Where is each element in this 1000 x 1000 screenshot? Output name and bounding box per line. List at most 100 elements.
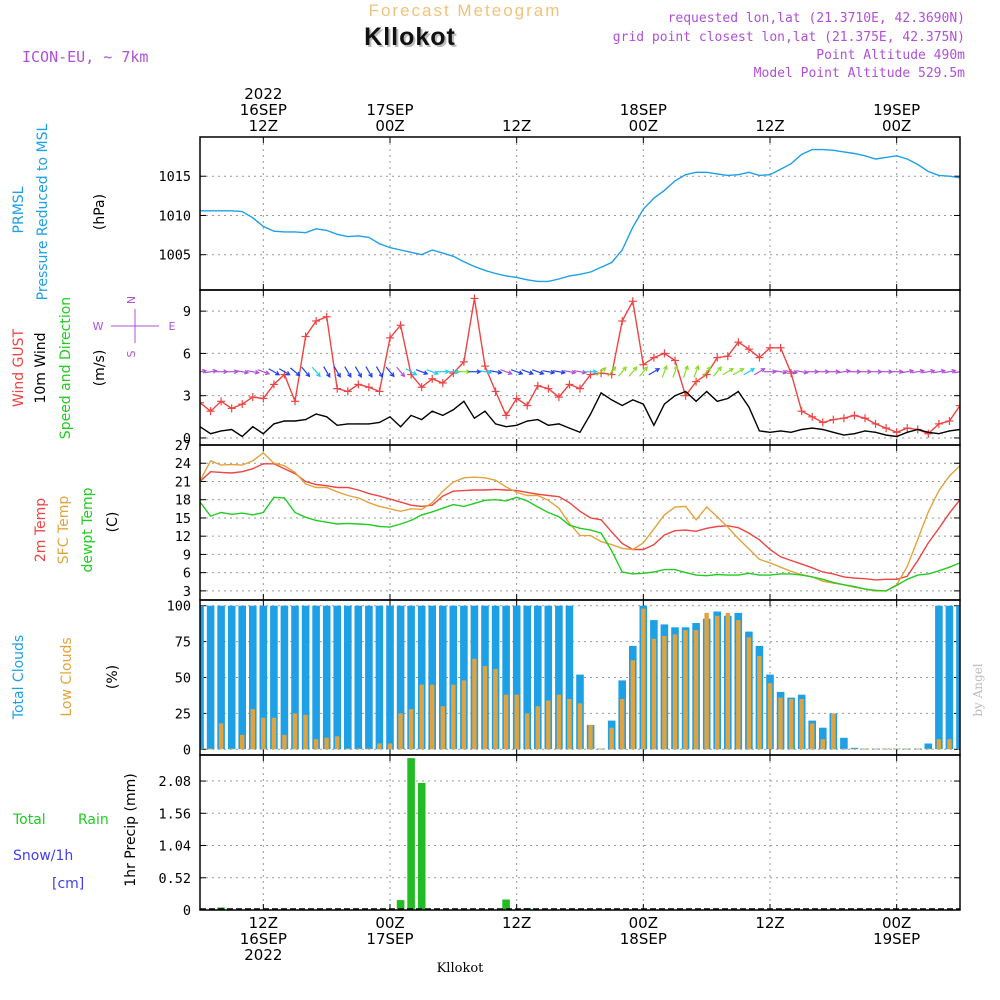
wind-dir-arrow	[246, 369, 260, 375]
bar-low-clouds	[926, 748, 931, 750]
wind-dir-head	[673, 364, 679, 371]
wind-dir-arrow	[268, 368, 281, 376]
data-point	[389, 416, 391, 418]
data-point	[779, 430, 782, 432]
wind-dir-head	[793, 369, 799, 375]
wind-dir-head	[244, 369, 250, 375]
gust-point	[808, 412, 817, 421]
panel-precip: 0 0.52 1.04 1.56 2.08	[158, 754, 961, 919]
bar-total-clouds	[291, 605, 299, 750]
data-point	[589, 529, 592, 531]
data-point	[357, 489, 359, 491]
data-point	[568, 522, 571, 525]
watermark: by Angel	[971, 663, 985, 716]
gust-point	[934, 419, 943, 428]
ytick-label: 0	[183, 431, 191, 447]
data-point	[779, 566, 782, 568]
ytick-label: 1005	[158, 248, 191, 264]
wind-dir-head	[347, 372, 352, 378]
data-point	[684, 174, 687, 176]
data-point	[421, 508, 423, 511]
data-point	[336, 486, 338, 489]
wind-dir-arrow	[596, 367, 607, 377]
data-point	[399, 523, 402, 525]
data-point	[484, 499, 486, 501]
gust-point	[903, 424, 912, 433]
bar-total-clouds	[227, 605, 236, 750]
data-point	[917, 574, 919, 576]
bar-low-clouds	[915, 748, 920, 750]
wind-dir-head	[315, 372, 321, 378]
wind-dir-arrow	[457, 369, 472, 375]
data-point	[611, 544, 613, 546]
gust-point	[723, 352, 732, 361]
top-time-label: 00Z	[375, 117, 404, 135]
data-point	[758, 574, 761, 576]
wind-dir-head	[581, 369, 588, 375]
bar-total-clouds	[945, 605, 954, 750]
gust-point	[818, 418, 827, 427]
data-point	[209, 433, 212, 435]
wind-dir-shaft	[682, 365, 689, 378]
data-point	[589, 413, 592, 415]
bar-low-clouds	[503, 694, 509, 750]
bar-low-clouds	[725, 612, 730, 750]
bar-total-clouds	[249, 605, 257, 750]
data-point	[505, 486, 507, 488]
data-point	[421, 254, 423, 256]
wind-dir-arrow	[628, 366, 638, 377]
wind-dir-shaft	[415, 369, 428, 375]
wind-dir-arrow	[552, 369, 567, 375]
data-point	[716, 525, 718, 528]
wind-dir-head	[423, 370, 429, 375]
data-point	[600, 519, 602, 521]
wind-dir-head	[275, 370, 281, 376]
data-point	[241, 464, 243, 466]
data-point	[294, 420, 296, 422]
wind-dir-arrow	[702, 366, 712, 377]
bar-total-clouds	[322, 605, 331, 750]
wind-dir-head	[539, 370, 545, 375]
wind-dir-arrow	[722, 368, 735, 376]
data-point	[632, 399, 634, 401]
data-point	[283, 497, 286, 499]
data-point	[526, 494, 528, 497]
bottom-time-label: 16SEP	[240, 930, 287, 948]
bar-total-clouds	[840, 737, 848, 750]
data-point	[737, 527, 739, 529]
bar-low-clouds	[229, 748, 234, 750]
bar-low-clouds	[883, 748, 889, 750]
wind-dir-shaft	[375, 366, 383, 378]
wind-dir-head	[803, 369, 809, 375]
wind-dir-arrow	[396, 366, 406, 378]
data-point	[874, 579, 877, 581]
wind-dir-head	[433, 370, 440, 375]
data-point	[389, 508, 391, 510]
gust-point	[428, 374, 437, 383]
data-point	[294, 511, 296, 514]
data-point	[326, 486, 328, 489]
wind-dir-head	[760, 368, 766, 373]
bottom-time-label: 12Z	[249, 914, 278, 932]
data-point	[537, 493, 539, 495]
data-point	[378, 421, 381, 424]
data-point	[790, 163, 792, 165]
wind-dir-arrow	[405, 368, 418, 376]
data-point	[896, 155, 898, 157]
bottom-time-label: 2022	[244, 946, 282, 964]
bar-low-clouds	[240, 734, 245, 750]
wind-dir-head	[728, 368, 735, 373]
bar-total-clouds	[375, 605, 384, 750]
gust-point	[259, 394, 268, 403]
data-point	[347, 486, 349, 489]
wind-dir-head	[212, 368, 218, 374]
data-point	[853, 577, 856, 579]
data-point	[231, 210, 233, 212]
data-point	[315, 228, 317, 230]
data-point	[885, 578, 887, 580]
bar-low-clouds	[324, 737, 329, 750]
wind-dir-shaft	[563, 370, 576, 374]
data-point	[769, 562, 771, 564]
bar-low-clouds	[620, 699, 625, 750]
gust-point	[639, 360, 648, 369]
